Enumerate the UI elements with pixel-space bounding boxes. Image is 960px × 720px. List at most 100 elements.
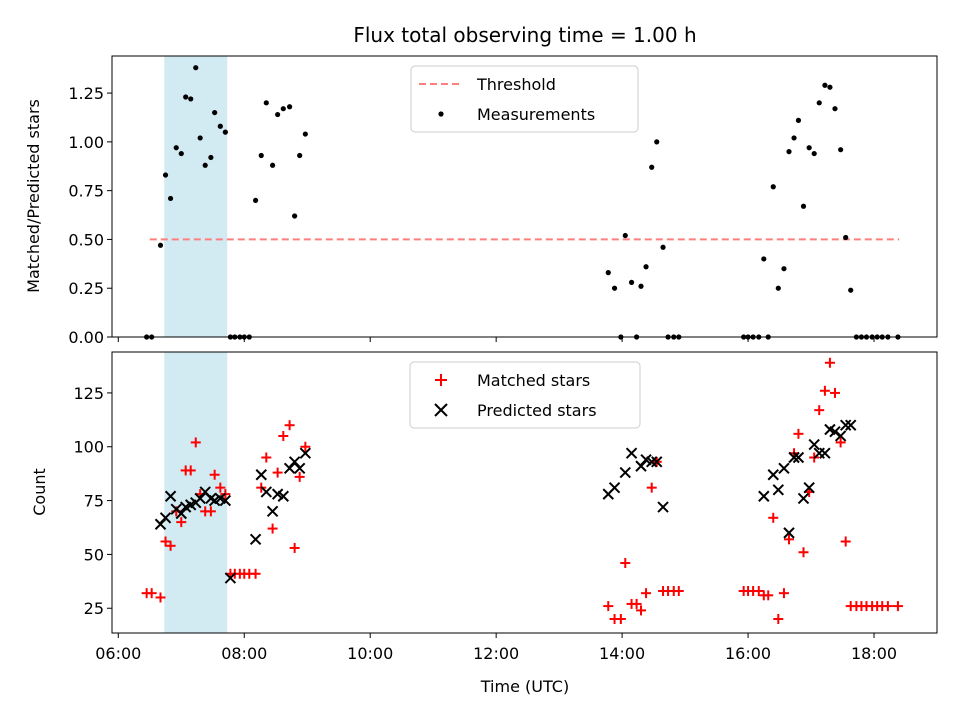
measurement-point	[838, 147, 844, 153]
predicted-star-point	[224, 572, 237, 584]
matched-star-point	[267, 523, 278, 534]
measurement-point	[258, 152, 264, 159]
legend-measurements-label: Measurements	[477, 105, 595, 124]
predicted-star-point	[819, 447, 831, 459]
measurement-point	[217, 123, 223, 129]
measurement-point	[611, 285, 618, 291]
matched-star-point	[798, 547, 809, 558]
matched-star-point	[882, 601, 893, 612]
predicted-star-point	[772, 484, 785, 496]
matched-star-point	[155, 592, 166, 603]
legend-matched-swatch	[435, 374, 447, 386]
measurement-point	[269, 162, 276, 168]
matched-star-point	[773, 614, 784, 625]
measurement-point	[806, 145, 812, 151]
measurement-point	[795, 117, 802, 123]
predicted-star-point	[788, 451, 800, 464]
measurement-point	[816, 100, 822, 106]
measurement-point	[212, 109, 218, 116]
measurement-point	[302, 131, 308, 137]
predicted-star-point	[767, 469, 779, 481]
matched-star-point	[294, 471, 305, 482]
predicted-star-point	[288, 456, 301, 468]
predicted-star-point	[164, 490, 177, 502]
y-tick-label: 1.00	[68, 133, 104, 152]
predicted-star-point	[283, 462, 296, 474]
predicted-star-point	[778, 462, 790, 474]
measurement-point	[811, 150, 817, 157]
matched-star-point	[209, 469, 220, 480]
top-y-axis-label: Matched/Predicted stars	[24, 99, 43, 293]
predicted-star-point	[154, 518, 167, 530]
matched-star-point	[215, 482, 226, 493]
matched-star-point	[824, 357, 835, 368]
measurement-point	[275, 111, 281, 118]
measurement-point	[208, 154, 214, 161]
matched-star-point	[146, 588, 157, 599]
measurement-point	[654, 139, 660, 145]
y-tick-label: 0.00	[68, 328, 104, 347]
matched-star-point	[603, 601, 614, 612]
y-tick-label: 75	[84, 492, 104, 511]
matched-star-point	[190, 437, 201, 448]
matched-star-point	[819, 385, 830, 396]
predicted-star-point	[277, 490, 290, 502]
matched-star-point	[620, 558, 631, 569]
measurement-point	[292, 213, 298, 219]
bottom-y-axis-label: Count	[30, 468, 49, 516]
matched-star-point	[636, 605, 647, 616]
legend-measurements-swatch	[438, 111, 444, 117]
predicted-star-point	[299, 447, 312, 459]
measurement-point	[263, 100, 269, 106]
y-tick-label: 0.50	[68, 230, 104, 249]
top-legend: Threshold Measurements	[410, 65, 639, 133]
x-tick-label: 18:00	[851, 644, 897, 663]
predicted-star-point	[619, 466, 631, 479]
x-tick-label: 16:00	[725, 644, 771, 663]
predicted-star-point	[845, 419, 857, 431]
matched-star-point	[814, 405, 825, 416]
matched-star-point	[284, 420, 295, 431]
predicted-star-point	[194, 492, 206, 505]
x-axis-label: Time (UTC)	[480, 677, 569, 696]
measurement-point	[843, 234, 849, 241]
matched-star-point	[641, 588, 652, 599]
matched-star-point	[176, 517, 187, 528]
matched-star-point	[829, 387, 840, 398]
predicted-star-point	[783, 527, 795, 539]
matched-star-point	[778, 588, 789, 599]
measurement-point	[660, 244, 666, 250]
x-tick-label: 10:00	[347, 644, 393, 663]
measurement-point	[770, 184, 776, 190]
matched-star-point	[289, 542, 300, 553]
predicted-star-point	[834, 430, 847, 442]
measurement-point	[800, 203, 807, 209]
bottom-axes-frame	[111, 351, 938, 634]
measurement-point	[822, 82, 828, 88]
legend-matched-label: Matched stars	[477, 371, 590, 390]
matched-star-point	[646, 482, 657, 493]
matched-star-point	[165, 540, 176, 551]
measurement-point	[162, 172, 169, 178]
measurement-point	[605, 270, 611, 276]
bottom-legend: Matched stars Predicted stars	[409, 361, 641, 429]
y-tick-label: 100	[73, 438, 104, 457]
y-tick-label: 0.75	[68, 182, 104, 201]
predicted-star-point	[758, 490, 770, 502]
matched-star-point	[261, 452, 272, 463]
matched-star-point	[768, 512, 779, 523]
x-tick-label: 06:00	[95, 644, 141, 663]
matched-star-point	[205, 506, 216, 517]
measurement-point	[628, 279, 635, 285]
bottom-panel: 25 50 75 100 125 06:00 08:00 10:00 12:00 14:00 16…	[30, 351, 938, 696]
shaded-region-top	[164, 56, 228, 337]
matched-star-point	[272, 467, 283, 478]
measurement-point	[649, 164, 655, 170]
measurement-point	[197, 135, 203, 141]
measurement-point	[791, 135, 797, 141]
predicted-star-point	[657, 501, 669, 513]
predicted-star-point	[625, 447, 638, 459]
top-panel: 0.00 0.25 0.50 0.75 1.00 1.25 Matched/Predict…	[24, 55, 938, 347]
measurement-point	[167, 195, 174, 202]
